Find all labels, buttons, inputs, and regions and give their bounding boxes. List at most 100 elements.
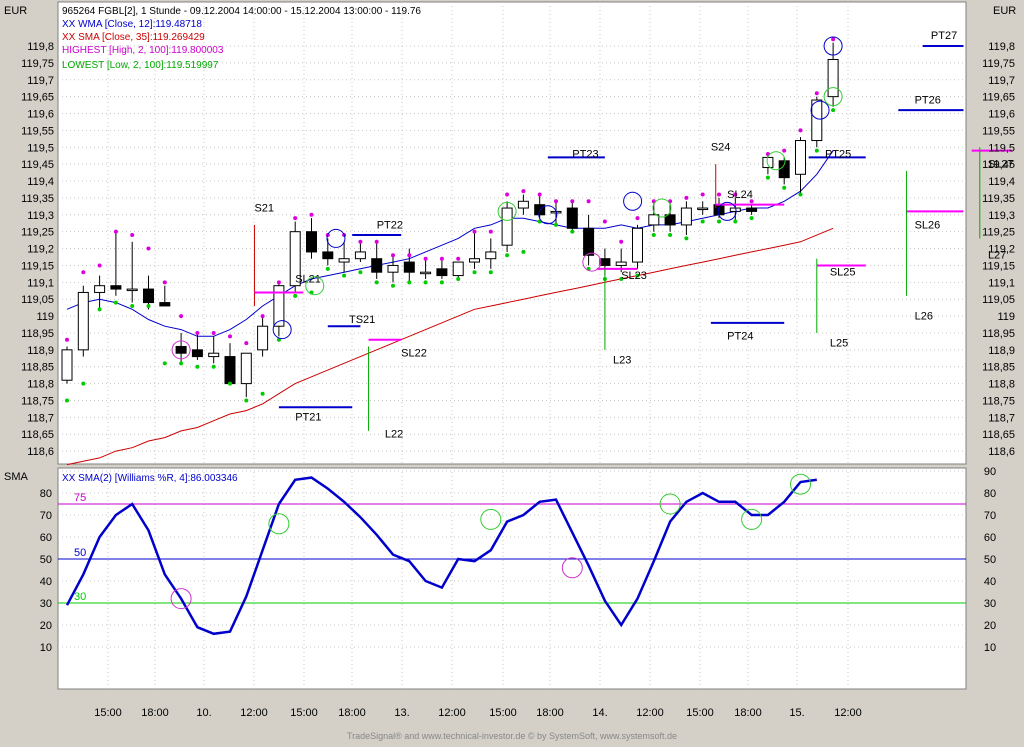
osc-tick-left: 80 — [40, 488, 52, 500]
candle-body — [534, 204, 546, 216]
candle — [273, 282, 285, 337]
chart-title: 965264 FGBL[2], 1 Stunde - 09.12.2004 14… — [62, 6, 421, 17]
lowest-dot — [179, 361, 184, 366]
highest-dot — [113, 229, 118, 234]
osc-tick-right: 80 — [984, 488, 996, 500]
price-tick-right: 119,8 — [988, 41, 1015, 53]
price-tick-right: 119,15 — [982, 260, 1015, 272]
candle-body — [697, 207, 709, 211]
candle — [159, 285, 171, 307]
price-tick-left: 119,4 — [27, 176, 54, 188]
signal-label: TS21 — [349, 314, 375, 326]
time-tick-label: 18:00 — [536, 707, 564, 719]
osc-tick-right: 30 — [984, 598, 996, 610]
signal-label: PT25 — [825, 148, 851, 160]
candle-body — [273, 285, 285, 327]
candle-body — [354, 251, 366, 260]
osc-tick-left: 20 — [40, 620, 52, 632]
highest-dot — [472, 229, 477, 234]
candle-body — [762, 156, 774, 169]
price-tick-left: 118,65 — [21, 429, 54, 441]
signal-circle — [623, 191, 643, 211]
candle-body — [632, 227, 643, 263]
footer-credit: TradeSignal® and www.technical-investor.… — [347, 731, 677, 741]
signal-label: L23 — [613, 354, 631, 366]
highest-dot — [456, 256, 461, 261]
candle-body — [648, 214, 660, 226]
price-tick-left: 119,05 — [21, 294, 54, 306]
candle — [257, 316, 269, 357]
price-tick-left: 119,75 — [21, 58, 54, 70]
osc-level-label: 50 — [74, 547, 86, 559]
candle — [632, 224, 643, 269]
highest-dot — [602, 219, 607, 224]
price-tick-left: 119,25 — [21, 227, 54, 239]
signal-label: SL22 — [401, 348, 427, 360]
time-tick-label: 18:00 — [141, 707, 169, 719]
candle-body — [420, 271, 432, 275]
candle-body — [436, 268, 448, 277]
price-tick-left: 119,65 — [21, 92, 54, 104]
candle-body — [452, 261, 464, 277]
candle-body — [746, 207, 758, 212]
candle-body — [208, 352, 220, 358]
highest-dot — [358, 239, 363, 244]
price-tick-right: 119,6 — [988, 109, 1015, 121]
candle-body — [191, 349, 203, 358]
osc-tick-right: 10 — [984, 642, 996, 654]
candle-body — [322, 251, 334, 260]
lowest-dot — [81, 381, 86, 386]
lowest-dot — [162, 361, 167, 366]
signal-circle — [823, 87, 843, 107]
candle-body — [566, 207, 578, 229]
price-tick-right: 118,9 — [988, 345, 1015, 357]
osc-tick-right: 40 — [984, 576, 996, 588]
candle — [387, 255, 399, 283]
price-tick-left: 119,6 — [27, 109, 54, 121]
price-tick-right: 119,2 — [988, 244, 1015, 256]
osc-tick-left: 10 — [40, 642, 52, 654]
lowest-dot — [733, 219, 738, 224]
time-tick-label: 13. — [394, 707, 409, 719]
candle-body — [126, 288, 138, 292]
lowest-dot — [684, 236, 689, 241]
lowest-dot — [228, 381, 232, 386]
price-tick-right: 118,95 — [982, 328, 1015, 340]
candle — [811, 96, 823, 148]
candle-body — [501, 207, 513, 246]
wma-line — [66, 150, 834, 337]
lowest-dot — [472, 270, 477, 275]
highest-dot — [733, 192, 738, 197]
currency-left-label: EUR — [4, 5, 27, 17]
signal-label: PT21 — [295, 412, 321, 424]
lowest-dot — [798, 192, 803, 197]
highest-dot — [146, 246, 151, 251]
signal-label: PT26 — [915, 94, 941, 106]
signal-label: S24 — [711, 142, 731, 154]
candle-body — [306, 231, 317, 253]
highest-dot — [293, 216, 298, 221]
time-tick-label: 12:00 — [438, 707, 466, 719]
candle-body — [77, 291, 89, 351]
highest-dot — [684, 195, 689, 200]
candle — [61, 346, 73, 384]
candle-body — [224, 356, 236, 385]
highest-dot — [521, 189, 526, 194]
candle — [485, 238, 497, 269]
signal-label: SL23 — [621, 270, 647, 282]
signal-label: PT22 — [377, 219, 403, 231]
indicator-highest: HIGHEST [High, 2, 100]:119.800003 — [62, 45, 224, 56]
price-tick-left: 119,55 — [21, 125, 54, 137]
oscillator-panel — [57, 467, 967, 690]
signal-circle — [823, 36, 843, 56]
lowest-dot — [554, 222, 558, 227]
highest-dot — [276, 280, 281, 285]
osc-signal-circle — [659, 493, 681, 515]
price-tick-right: 118,75 — [982, 395, 1015, 407]
lowest-dot — [456, 276, 461, 281]
candle-body — [143, 288, 154, 304]
signal-circle — [766, 151, 786, 171]
highest-dot — [798, 128, 803, 133]
lowest-dot — [700, 219, 705, 224]
